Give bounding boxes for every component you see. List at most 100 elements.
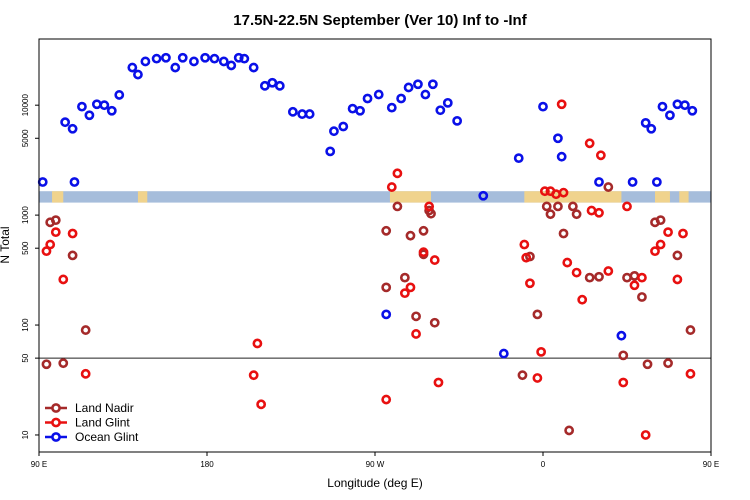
data-point xyxy=(594,177,604,187)
data-point xyxy=(386,102,397,113)
data-point xyxy=(663,358,673,369)
data-point xyxy=(637,272,647,283)
data-point xyxy=(248,62,259,73)
data-point xyxy=(657,101,668,112)
data-point xyxy=(362,93,373,104)
data-point xyxy=(69,177,80,187)
data-point xyxy=(99,100,110,111)
data-point xyxy=(517,370,528,381)
data-point xyxy=(386,182,397,192)
x-axis-label: Longitude (deg E) xyxy=(327,476,422,490)
data-point xyxy=(189,56,199,67)
data-point xyxy=(405,230,416,241)
x-axis: 90 E 180 90 W 0 90 E xyxy=(31,452,719,469)
data-point xyxy=(329,126,339,137)
band-accent xyxy=(655,191,670,203)
data-point xyxy=(603,182,614,192)
data-point xyxy=(259,80,270,91)
data-point xyxy=(114,90,125,100)
data-point xyxy=(239,53,250,64)
data-point xyxy=(663,227,673,238)
data-point xyxy=(640,117,651,128)
data-point xyxy=(287,106,298,117)
background-band xyxy=(39,191,711,203)
y-tick-label: 10000 xyxy=(21,94,30,117)
x-tick-label: 90 W xyxy=(366,460,385,469)
data-point xyxy=(233,52,244,63)
y-axis: 10 50 100 500 1000 5000 10000 xyxy=(21,94,39,439)
data-point xyxy=(640,430,651,440)
data-point xyxy=(399,288,410,299)
data-point xyxy=(274,80,285,91)
data-point xyxy=(650,246,660,257)
data-point xyxy=(567,201,578,212)
y-tick-label: 10 xyxy=(21,430,30,439)
data-point xyxy=(218,56,229,67)
data-point xyxy=(127,62,138,73)
data-point xyxy=(80,368,91,379)
data-point xyxy=(564,425,575,436)
data-point xyxy=(571,267,582,278)
data-point xyxy=(80,325,91,335)
series-land-glint xyxy=(41,99,696,440)
data-point xyxy=(646,123,657,134)
data-point xyxy=(594,271,604,282)
data-point xyxy=(545,209,556,220)
data-point xyxy=(177,52,188,63)
data-point xyxy=(553,133,563,144)
data-point xyxy=(304,109,315,119)
data-point xyxy=(161,52,171,63)
x-tick-label: 90 E xyxy=(703,460,719,469)
data-point xyxy=(67,123,78,134)
data-point xyxy=(513,153,524,164)
data-point xyxy=(558,187,569,198)
data-point xyxy=(403,82,414,93)
data-point xyxy=(538,101,548,112)
data-point xyxy=(84,110,95,121)
data-point xyxy=(209,53,220,64)
data-point xyxy=(399,272,410,283)
data-point xyxy=(594,207,604,218)
data-point xyxy=(562,257,573,268)
y-axis-label: N Total xyxy=(0,226,12,263)
data-point xyxy=(252,338,263,349)
data-point xyxy=(435,105,446,116)
data-point xyxy=(411,311,421,322)
data-point xyxy=(519,239,530,250)
data-point xyxy=(685,325,696,335)
data-point xyxy=(381,394,392,405)
data-point xyxy=(672,250,683,261)
data-point xyxy=(678,228,688,239)
data-point xyxy=(226,60,237,71)
data-point xyxy=(355,105,365,116)
data-point xyxy=(429,255,440,265)
band-accent xyxy=(52,191,64,203)
data-point xyxy=(553,201,563,212)
band-accent xyxy=(389,191,431,203)
data-point xyxy=(50,215,61,226)
series-ocean-glint xyxy=(37,52,698,359)
band-accent xyxy=(137,191,148,203)
data-point xyxy=(525,278,535,289)
legend-label: Ocean Glint xyxy=(75,430,139,444)
data-point xyxy=(571,209,582,220)
data-point xyxy=(58,358,69,369)
data-point xyxy=(396,93,407,104)
data-point xyxy=(338,121,349,132)
data-point xyxy=(429,317,440,328)
data-point xyxy=(413,79,423,90)
legend-label: Land Nadir xyxy=(75,401,134,415)
data-point xyxy=(642,359,653,370)
data-point xyxy=(627,177,638,187)
data-point xyxy=(418,225,429,236)
data-point xyxy=(556,151,567,162)
legend-marker xyxy=(51,403,61,413)
legend-item: Land Glint xyxy=(45,416,130,430)
data-point xyxy=(41,359,52,370)
data-point xyxy=(418,247,429,258)
data-point xyxy=(60,117,71,128)
data-point xyxy=(618,377,629,388)
band-main xyxy=(39,191,711,203)
